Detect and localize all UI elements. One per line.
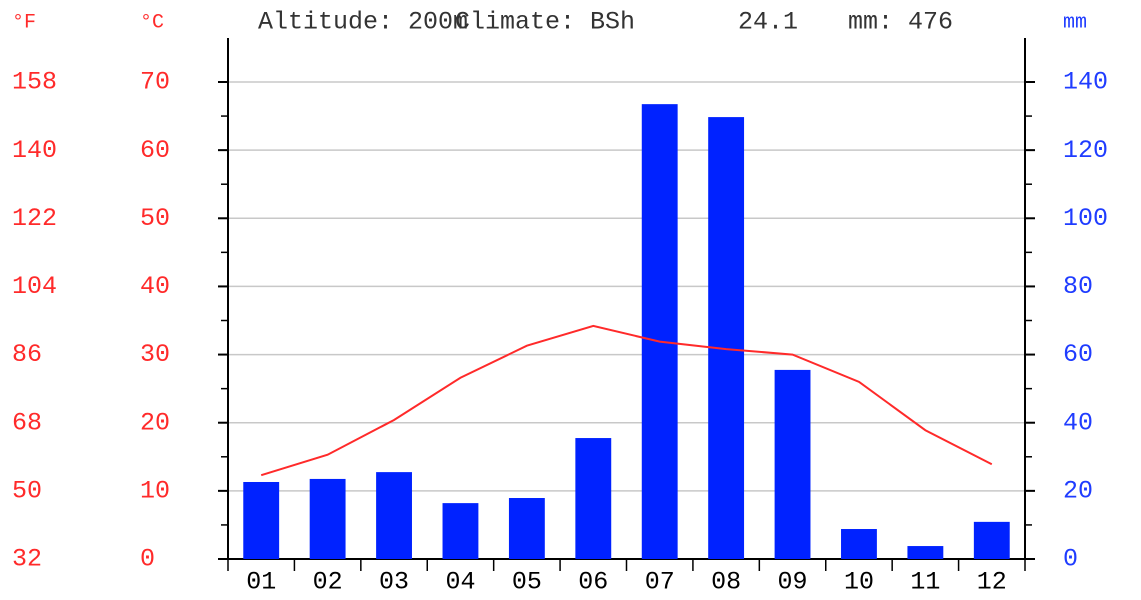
y-tick-label: 50	[140, 204, 170, 233]
bar	[243, 481, 280, 559]
x-tick-label: 12	[977, 568, 1007, 597]
x-tick-label: 09	[778, 568, 808, 597]
header-precipitation: mm: 476	[848, 8, 953, 37]
x-tick-label: 06	[578, 568, 608, 597]
y-tick-label: 60	[140, 136, 170, 165]
fahrenheit-tick-label: 68	[12, 408, 42, 437]
fahrenheit-tick-label: 122	[12, 204, 57, 233]
bar	[641, 104, 678, 560]
y2-tick-label: 120	[1063, 136, 1108, 165]
bar	[309, 478, 346, 559]
fahrenheit-tick-label: 86	[12, 340, 42, 369]
bar	[907, 546, 944, 559]
y2-tick-label: 100	[1063, 204, 1108, 233]
y-tick-label: 30	[140, 340, 170, 369]
x-tick-label: 08	[711, 568, 741, 597]
x-tick-label: 07	[645, 568, 675, 597]
y2-tick-label: 140	[1063, 68, 1108, 97]
bar	[774, 369, 811, 559]
fahrenheit-tick-label: 140	[12, 136, 57, 165]
header-temperature: 24.1	[738, 8, 798, 37]
bar	[442, 503, 479, 559]
header-climate: Climate: BSh	[455, 8, 635, 37]
y-tick-label: 70	[140, 68, 170, 97]
x-tick-label: 02	[313, 568, 343, 597]
fahrenheit-tick-label: 158	[12, 68, 57, 97]
bar	[841, 529, 877, 559]
y-tick-label: 10	[140, 476, 170, 505]
mm-unit: mm	[1063, 11, 1087, 34]
y2-tick-label: 0	[1063, 545, 1078, 574]
y-tick-label: 0	[140, 545, 155, 574]
x-tick-label: 04	[445, 568, 475, 597]
fahrenheit-tick-label: 104	[12, 272, 57, 301]
fahrenheit-tick-label: 32	[12, 545, 42, 574]
bar	[575, 438, 612, 559]
bar	[376, 472, 412, 559]
header-altitude: Altitude: 200m	[258, 8, 468, 37]
y2-tick-label: 40	[1063, 408, 1093, 437]
bar	[508, 498, 545, 559]
x-tick-label: 01	[246, 568, 276, 597]
celsius-unit: °C	[140, 11, 164, 34]
y2-tick-label: 20	[1063, 476, 1093, 505]
x-tick-label: 05	[512, 568, 542, 597]
bar	[973, 521, 1010, 559]
bar	[708, 117, 745, 560]
x-tick-label: 11	[910, 568, 940, 597]
x-tick-label: 10	[844, 568, 874, 597]
y-tick-label: 20	[140, 408, 170, 437]
fahrenheit-tick-label: 50	[12, 476, 42, 505]
y2-tick-label: 80	[1063, 272, 1093, 301]
x-tick-label: 03	[379, 568, 409, 597]
temperature-line	[260, 324, 993, 477]
y2-tick-label: 60	[1063, 340, 1093, 369]
y-tick-label: 40	[140, 272, 170, 301]
fahrenheit-unit: °F	[12, 11, 36, 34]
